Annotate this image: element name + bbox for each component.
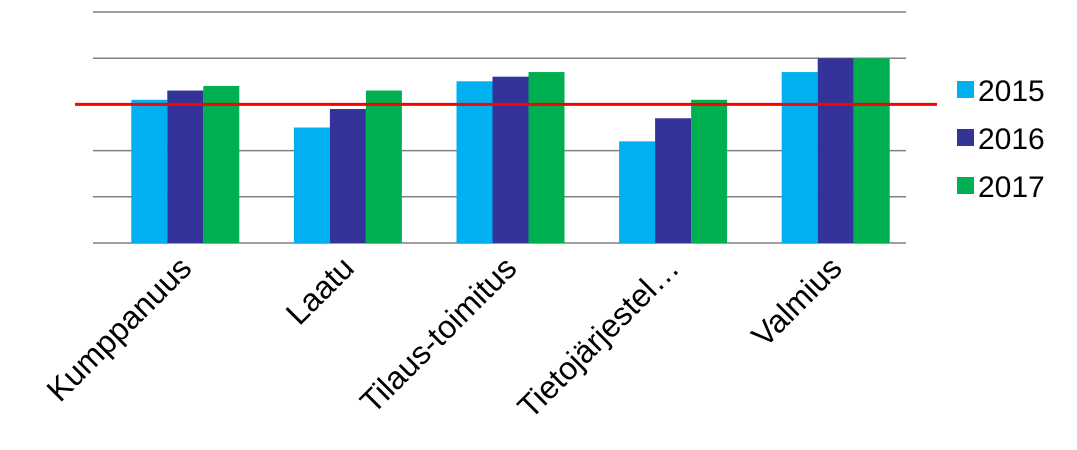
legend-swatch [957, 129, 974, 146]
category-label: Kumppanuus [39, 249, 198, 408]
bar-2015-3 [619, 141, 656, 243]
bar-2016-0 [167, 90, 204, 243]
legend-label: 2016 [978, 123, 1045, 156]
legend-swatch [957, 81, 974, 98]
category-label: Laatu [279, 249, 361, 331]
category-label: Tilaus-toimitus [353, 249, 523, 419]
bar-2015-0 [131, 99, 168, 243]
legend-label: 2015 [978, 75, 1045, 108]
bar-2015-1 [293, 127, 330, 243]
bars [131, 58, 890, 244]
bar-2016-2 [492, 76, 529, 244]
bar-2017-2 [528, 72, 565, 243]
category-label: Valmius [744, 249, 848, 353]
bar-2017-4 [853, 58, 890, 244]
category-labels: Kumppanuus LaatuTilaus-toimitusTietojärje… [39, 249, 848, 425]
bar-2016-3 [655, 118, 692, 243]
category-label: Tietojärjestel… [511, 249, 687, 425]
bar-2016-1 [329, 109, 366, 244]
bar-2015-4 [781, 72, 818, 243]
bar-2017-0 [203, 85, 240, 243]
bar-2017-3 [691, 99, 728, 243]
bar-2016-4 [817, 58, 854, 244]
bar-2017-1 [365, 90, 402, 243]
legend-label: 2017 [978, 171, 1045, 204]
bar-2015-2 [456, 81, 493, 243]
legend-swatch [957, 177, 974, 194]
legend: 2015 2016 2017 [957, 75, 1045, 204]
